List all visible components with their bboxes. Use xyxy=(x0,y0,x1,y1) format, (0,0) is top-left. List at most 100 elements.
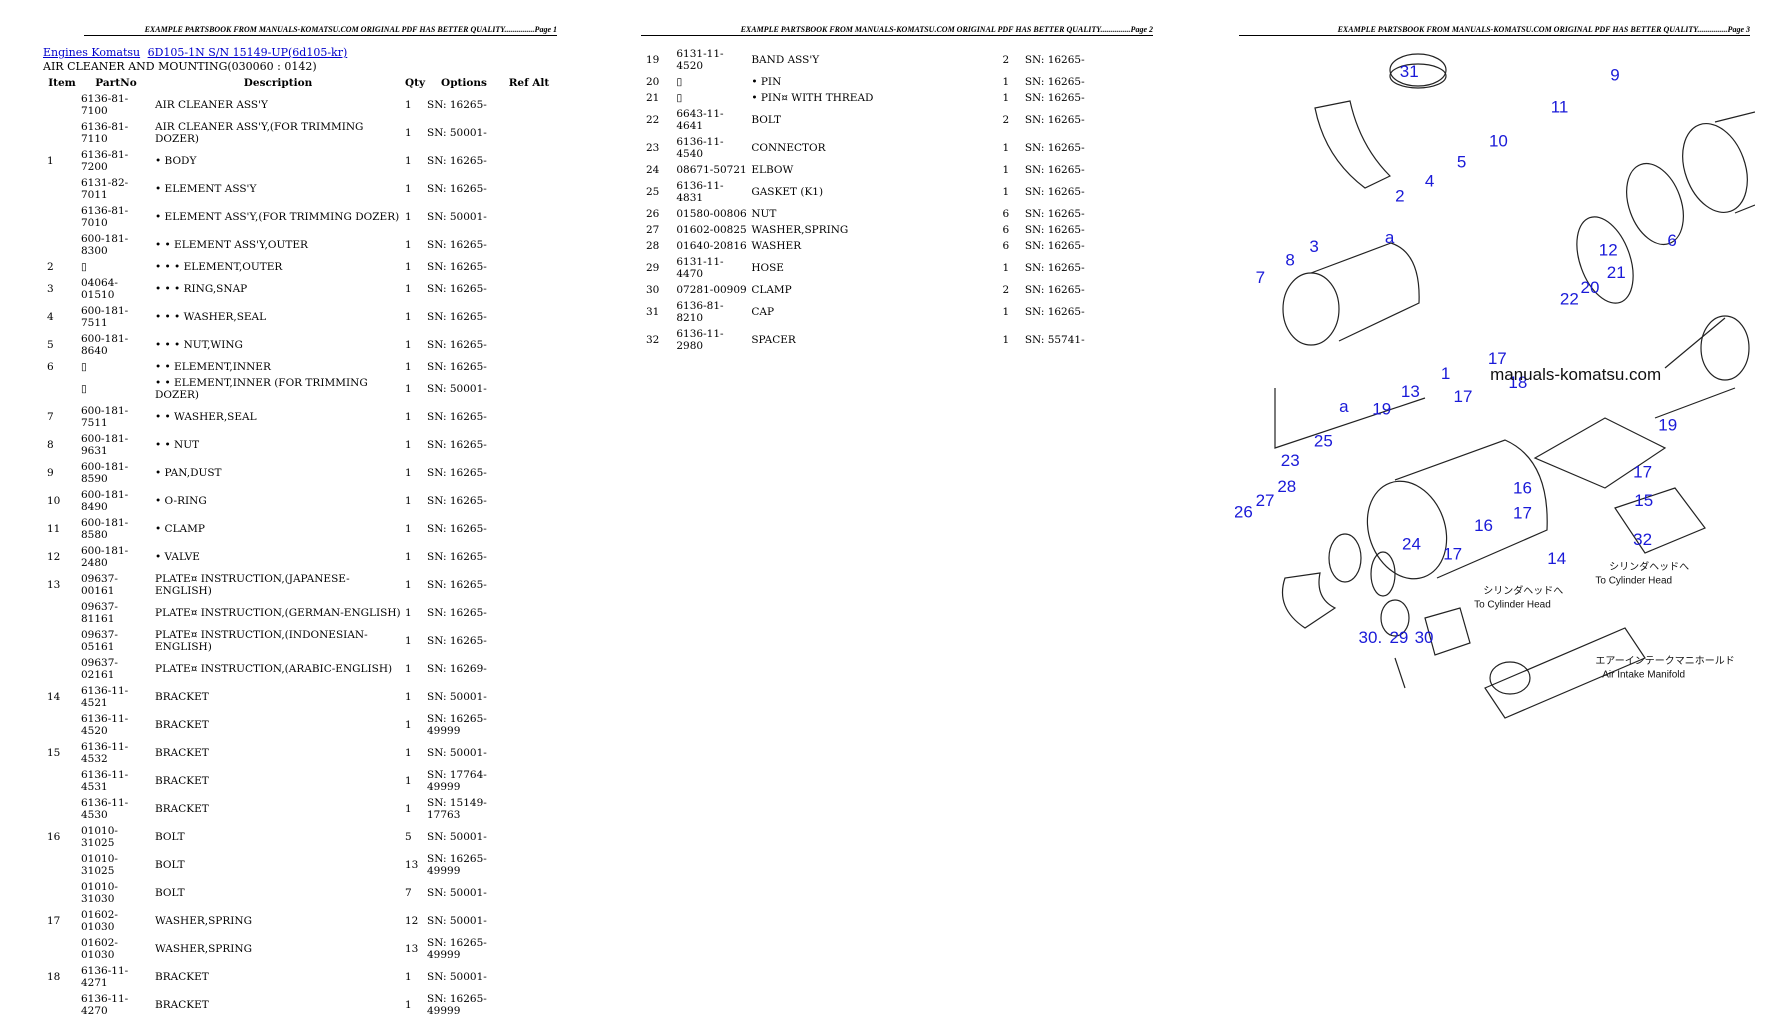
ref-alt xyxy=(503,431,555,459)
part-row: 6136-11-4531 BRACKET 1 SN: 17764-49999 xyxy=(45,767,555,795)
description: • • ELEMENT,INNER xyxy=(155,361,271,373)
options: SN: 16265- xyxy=(427,239,487,251)
options: SN: 50001- xyxy=(427,915,487,927)
part-row: 09637-81161 PLATE¤ INSTRUCTION,(GERMAN-EN… xyxy=(45,599,555,627)
part-number: 6136-11-4521 xyxy=(81,685,129,709)
description: • • • NUT,WING xyxy=(155,339,243,351)
item-number xyxy=(45,991,79,1019)
options: SN: 16265- xyxy=(1024,76,1085,88)
description: BOLT xyxy=(751,114,781,126)
quantity: 1 xyxy=(405,183,412,195)
options: SN: 16265- xyxy=(1024,54,1085,66)
item-number: 2 xyxy=(47,261,54,273)
options: SN: 15149-17763 xyxy=(427,797,487,821)
part-row: 26 01580-00806 NUT 6 SN: 16265- xyxy=(644,206,1114,222)
callout: 5 xyxy=(1457,152,1466,171)
part-number: ▯ xyxy=(81,361,87,373)
part-row: 17 01602-01030 WASHER,SPRING 12 SN: 50001- xyxy=(45,907,555,935)
description: • • WASHER,SEAL xyxy=(155,411,257,423)
callout: 3 xyxy=(1309,237,1318,256)
description: • VALVE xyxy=(155,551,200,563)
ref-alt xyxy=(503,627,555,655)
quantity: 12 xyxy=(405,915,419,927)
quantity: 1 xyxy=(405,439,412,451)
part-number: 01602-00825 xyxy=(676,224,747,236)
options: SN: 16265- xyxy=(1024,164,1085,176)
ref-alt xyxy=(503,739,555,767)
part-row: 29 6131-11-4470 HOSE 1 SN: 16265- xyxy=(644,254,1114,282)
callout: 17 xyxy=(1443,545,1462,564)
diagram-note: シリンダヘッドへ xyxy=(1483,584,1563,597)
ref-alt xyxy=(503,487,555,515)
item-number xyxy=(45,851,79,879)
callout: 32 xyxy=(1633,530,1652,549)
options: SN: 16265- xyxy=(1024,262,1085,274)
ref-alt xyxy=(503,147,555,175)
description: AIR CLEANER ASS'Y,(FOR TRIMMING DOZER) xyxy=(155,121,364,145)
part-row: 25 6136-11-4831 GASKET (K1) 1 SN: 16265- xyxy=(644,178,1114,206)
quantity: 1 xyxy=(405,383,412,395)
item-number: 3 xyxy=(47,283,54,295)
options: SN: 16265- xyxy=(427,467,487,479)
callout: 17 xyxy=(1633,462,1652,481)
part-number: 600-181-8490 xyxy=(81,489,129,513)
description: HOSE xyxy=(751,262,784,274)
breadcrumb-link[interactable]: Engines Komatsu xyxy=(43,46,141,59)
quantity: 1 xyxy=(1002,334,1010,346)
part-number: 6136-11-4270 xyxy=(81,993,129,1017)
description: PLATE¤ INSTRUCTION,(INDONESIAN-ENGLISH) xyxy=(155,629,368,653)
item-number xyxy=(45,203,79,231)
item-number xyxy=(45,599,79,627)
part-row: 6136-11-4270 BRACKET 1 SN: 16265-49999 xyxy=(45,991,555,1019)
part-number: 09637-05161 xyxy=(81,629,118,653)
breadcrumb: Engines Komatsu 6D105-1N S/N 15149-UP(6d… xyxy=(43,46,351,59)
description: BRACKET xyxy=(155,803,209,815)
callout: 30 xyxy=(1415,628,1434,647)
part-number: 600-181-8590 xyxy=(81,461,129,485)
description: CAP xyxy=(751,306,775,318)
item-number xyxy=(45,711,79,739)
callout: 2 xyxy=(1395,187,1404,206)
options: SN: 16265-49999 xyxy=(427,853,487,877)
options: SN: 17764-49999 xyxy=(427,769,487,793)
part-number: 6136-11-4831 xyxy=(676,180,724,204)
part-row: 30 07281-00909 CLAMP 2 SN: 16265- xyxy=(644,282,1114,298)
description: AIR CLEANER ASS'Y xyxy=(155,99,268,111)
description: • • • RING,SNAP xyxy=(155,283,248,295)
callout: 9 xyxy=(1610,65,1619,84)
quantity: 1 xyxy=(1002,306,1010,318)
part-row: 01010-31025 BOLT 13 SN: 16265-49999 xyxy=(45,851,555,879)
part-row: 24 08671-50721 ELBOW 1 SN: 16265- xyxy=(644,162,1114,178)
part-row: 23 6136-11-4540 CONNECTOR 1 SN: 16265- xyxy=(644,134,1114,162)
part-number: 08671-50721 xyxy=(676,164,747,176)
part-row: 6136-81-7110 AIR CLEANER ASS'Y,(FOR TRIMM… xyxy=(45,119,555,147)
item-number: 14 xyxy=(47,691,61,703)
part-number: 6136-11-4271 xyxy=(81,965,129,989)
quantity: 1 xyxy=(1002,262,1010,274)
callout: 19 xyxy=(1658,415,1677,434)
part-row: 9 600-181-8590 • PAN,DUST 1 SN: 16265- xyxy=(45,459,555,487)
ref-alt xyxy=(503,655,555,683)
item-number xyxy=(45,879,79,907)
callout: 17 xyxy=(1454,387,1473,406)
item-number: 13 xyxy=(47,579,61,591)
subtitle: AIR CLEANER AND MOUNTING(030060 : 0142) xyxy=(43,60,317,73)
description: • ELEMENT ASS'Y,(FOR TRIMMING DOZER) xyxy=(155,211,400,223)
options: SN: 16265- xyxy=(427,523,487,535)
part-number: 600-181-8580 xyxy=(81,517,129,541)
column-header: Ref Alt xyxy=(508,77,550,89)
description: BOLT xyxy=(155,859,185,871)
part-number: 01640-20816 xyxy=(676,240,747,252)
quantity: 2 xyxy=(1002,114,1010,126)
description: • • ELEMENT ASS'Y,OUTER xyxy=(155,239,308,251)
options: SN: 16265- xyxy=(427,283,487,295)
quantity: 1 xyxy=(405,127,412,139)
column-header: Description xyxy=(243,77,313,89)
quantity: 1 xyxy=(405,311,412,323)
part-row: 19 6131-11-4520 BAND ASS'Y 2 SN: 16265- xyxy=(644,46,1114,74)
options: SN: 16265- xyxy=(427,551,487,563)
breadcrumb-link[interactable]: 6D105-1N S/N 15149-UP(6d105-kr) xyxy=(147,46,348,59)
column-header: Options xyxy=(441,77,487,89)
options: SN: 16265-49999 xyxy=(427,993,487,1017)
item-number xyxy=(45,627,79,655)
